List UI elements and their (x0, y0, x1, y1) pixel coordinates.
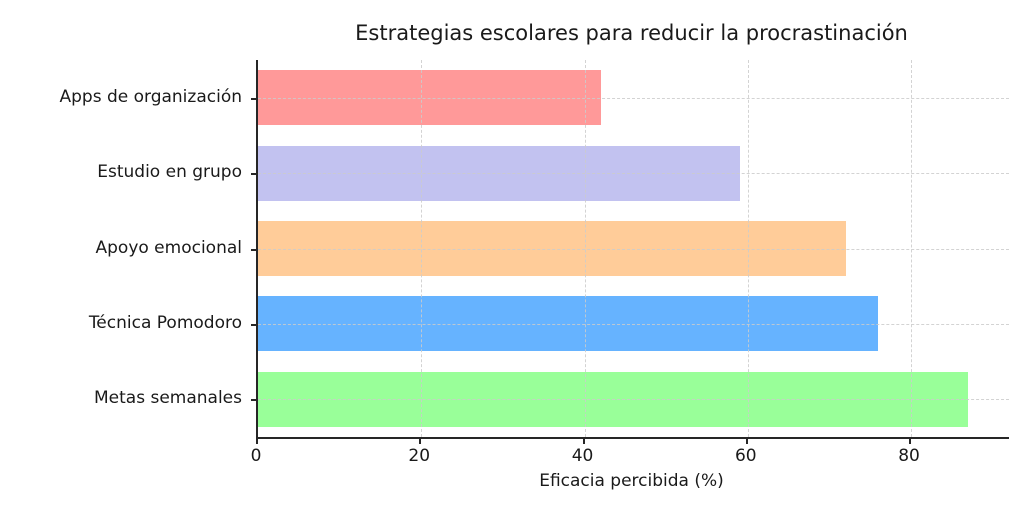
y-gridline (258, 97, 1009, 99)
x-axis-tick (909, 439, 912, 444)
y-tick-label: Metas semanales (94, 388, 242, 409)
y-gridline (258, 248, 1009, 250)
y-axis-tick (251, 97, 256, 100)
x-tick-label: 40 (571, 446, 594, 466)
x-axis-label: Eficacia percibida (%) (539, 471, 724, 491)
y-gridline (258, 173, 1009, 175)
x-tick-label: 80 (898, 446, 920, 466)
x-axis-tick (419, 439, 422, 444)
y-axis-tick (251, 399, 256, 402)
chart-title: Estrategias escolares para reducir la pr… (355, 21, 908, 45)
y-gridline (258, 323, 1009, 325)
x-axis-tick (256, 439, 258, 444)
y-axis-tick (251, 248, 256, 251)
x-axis-tick (582, 439, 585, 444)
y-axis-tick (251, 323, 256, 326)
x-tick-label: 0 (250, 446, 262, 466)
x-tick-label: 20 (408, 446, 431, 466)
x-tick-label: 60 (734, 446, 757, 466)
y-tick-label: Estudio en grupo (97, 162, 242, 183)
y-tick-label: Apoyo emocional (95, 237, 243, 258)
y-tick-label: Técnica Pomodoro (88, 312, 242, 333)
x-axis-tick (745, 439, 748, 444)
y-tick-label: Apps de organización (59, 86, 242, 107)
plot-area (256, 60, 1009, 439)
y-axis-tick (251, 173, 256, 176)
y-gridline (258, 399, 1009, 401)
